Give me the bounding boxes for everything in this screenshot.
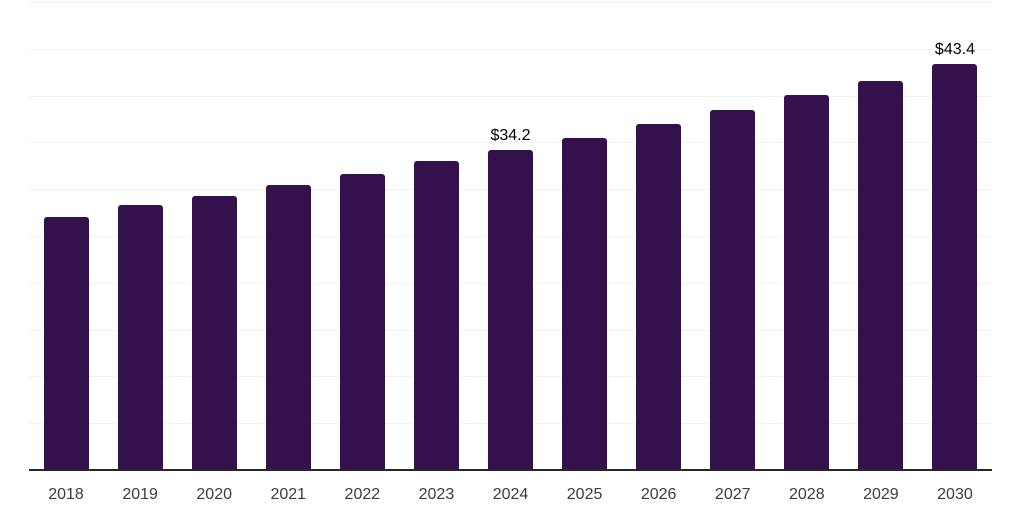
x-tick-2023: 2023: [418, 486, 455, 503]
bar-2018: [43, 217, 89, 470]
x-tick-2026: 2026: [640, 486, 677, 503]
bar-2030: [932, 63, 978, 470]
x-tick-2020: 2020: [196, 486, 232, 503]
x-axis-line: [29, 469, 992, 471]
x-tick-2025: 2025: [566, 486, 603, 503]
bar-2028: [784, 94, 830, 470]
x-tick-2028: 2028: [789, 486, 825, 503]
bar-2022: [339, 174, 385, 470]
bar-2024: [488, 149, 533, 470]
gridline-50: [29, 2, 992, 3]
gridline-45: [29, 48, 992, 50]
plot-area: $34.2 $43.4: [29, 2, 992, 470]
bar-2020: [191, 195, 237, 470]
bar-2025: [562, 137, 608, 470]
x-tick-2024: 2024: [492, 486, 529, 503]
x-tick-2027: 2027: [714, 486, 751, 503]
data-label-2024: $34.2: [490, 126, 531, 144]
x-tick-2022: 2022: [344, 486, 381, 503]
bar-2019: [117, 205, 163, 470]
gridline-40: [29, 95, 992, 97]
data-label-2030: $43.4: [934, 40, 975, 58]
gridline-35: [29, 142, 992, 144]
bar-2029: [858, 80, 904, 470]
bar-2021: [265, 184, 311, 470]
x-tick-2030: 2030: [937, 486, 973, 503]
x-tick-2019: 2019: [122, 486, 158, 503]
bar-2026: [636, 123, 682, 470]
bar-2027: [710, 109, 756, 470]
x-tick-2021: 2021: [270, 486, 307, 503]
bar-2023: [413, 161, 459, 470]
x-tick-2018: 2018: [48, 486, 84, 503]
x-tick-2029: 2029: [863, 486, 899, 503]
